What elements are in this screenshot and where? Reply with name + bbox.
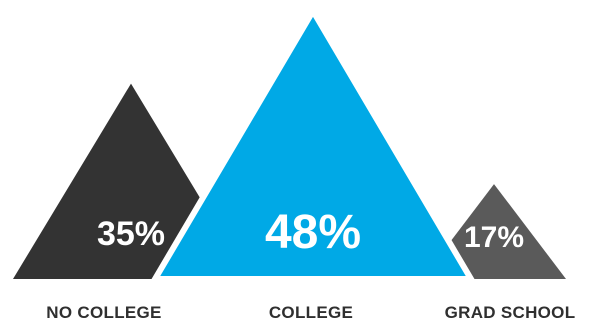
category-label-no-college: NO COLLEGE [46,303,161,322]
value-label-grad-school: 17% [464,221,524,254]
triangle-college [149,5,477,282]
value-label-college: 48% [265,206,361,259]
value-label-no-college: 35% [97,215,165,253]
category-label-college: COLLEGE [269,303,353,322]
category-label-grad-school: GRAD SCHOOL [445,303,576,322]
